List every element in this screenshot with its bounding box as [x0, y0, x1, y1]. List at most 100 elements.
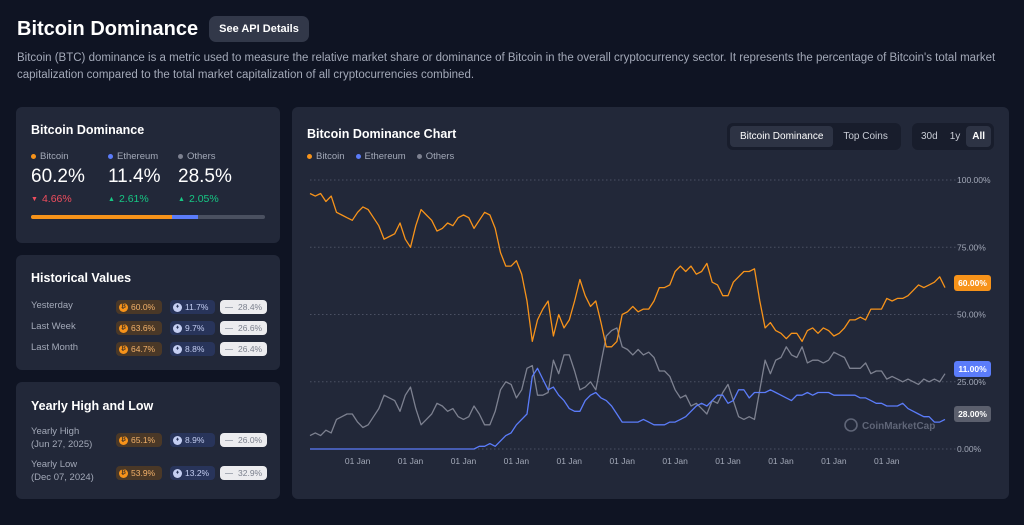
eth-dot-icon — [355, 154, 361, 159]
dominance-share-bar — [31, 215, 265, 219]
eth-value-pill: ♦ 11.7% — [170, 300, 215, 314]
pill-value: 26.0% — [238, 435, 263, 445]
x-tick-label: 01 Jan — [557, 456, 583, 466]
series-line-others — [309, 327, 946, 437]
pill-value: 32.9% — [238, 468, 263, 478]
tab-top-coins[interactable]: Top Coins — [843, 131, 888, 142]
legend-ethereum[interactable]: Ethereum — [355, 151, 406, 162]
see-api-details-button[interactable]: See API Details — [209, 16, 309, 42]
btc-value-pill: ₿ 53.9% — [116, 466, 162, 480]
yearly-low-text: Yearly Low — [31, 459, 78, 470]
eth-share-segment — [171, 215, 199, 219]
pill-value: 63.6% — [131, 323, 156, 333]
ethereum-icon: ♦ — [173, 323, 182, 333]
others-dash-icon: — — [225, 344, 233, 354]
eth-value-pill: ♦ 13.2% — [170, 466, 215, 480]
end-value-badge — [954, 361, 991, 377]
historical-values-card: Historical Values Yesterday ₿ 60.0% ♦ 11.7… — [16, 255, 280, 370]
ethereum-icon: ♦ — [173, 435, 182, 445]
btc-legend-label: Bitcoin — [40, 151, 69, 162]
y-tick-label: 100.00% — [957, 175, 991, 185]
range-30d-button[interactable]: 30d — [921, 131, 938, 142]
x-tick-label: 01 Jan — [874, 456, 900, 466]
others-value-pill: — 26.0% — [220, 433, 267, 447]
others-value-pill: — 28.4% — [220, 300, 267, 314]
x-tick-label: 01 Jan — [345, 456, 371, 466]
others-dash-icon: — — [225, 323, 233, 333]
legend-bitcoin[interactable]: Bitcoin — [307, 151, 345, 162]
pill-value: 8.9% — [185, 435, 205, 445]
legend-others[interactable]: Others — [416, 151, 455, 162]
btc-share-segment — [31, 215, 172, 219]
page-description: Bitcoin (BTC) dominance is a metric used… — [17, 52, 996, 81]
bitcoin-icon: ₿ — [119, 468, 128, 478]
x-tick-label: 01 Jan — [609, 456, 635, 466]
btc-value-pill: ₿ 60.0% — [116, 300, 162, 314]
end-value-label: 60.00% — [958, 278, 987, 288]
end-value-label: 11.00% — [958, 364, 987, 374]
others-legend-label: Others — [187, 151, 216, 162]
end-value-badge — [954, 406, 991, 422]
page-title: Bitcoin Dominance — [17, 17, 199, 40]
eth-dot-icon — [108, 154, 113, 159]
tab-bitcoin-dominance[interactable]: Bitcoin Dominance — [730, 126, 834, 147]
y-tick-label: 25.00% — [957, 377, 986, 387]
eth-legend-label: Ethereum — [117, 151, 159, 162]
others-legend: Others — [178, 151, 216, 162]
others-change-value: 2.05% — [188, 193, 219, 205]
pill-value: 53.9% — [131, 468, 156, 478]
pill-value: 13.2% — [185, 468, 210, 478]
dominance-line-chart[interactable]: 100.00% 75.00% 50.00% 25.00% 0.00% 01 Jan 01 J… — [292, 107, 1009, 499]
end-value-badge — [954, 275, 991, 291]
legend-ethereum-label: Ethereum — [364, 151, 406, 162]
others-dot-icon — [416, 154, 422, 159]
chart-range-toggle: 30d 1y All — [912, 123, 995, 150]
others-dot-icon — [178, 154, 183, 159]
ethereum-icon: ♦ — [173, 302, 182, 312]
pill-value: 64.7% — [131, 344, 156, 354]
pill-value: 26.4% — [238, 344, 263, 354]
x-tick-label: 01 Jan — [768, 456, 794, 466]
pill-value: 11.7% — [185, 302, 209, 312]
pill-value: 65.1% — [131, 435, 156, 445]
legend-others-label: Others — [425, 151, 455, 162]
dominance-card-title: Bitcoin Dominance — [31, 123, 145, 137]
x-tick-label: 01 Jan — [821, 456, 847, 466]
bitcoin-icon: ₿ — [119, 435, 128, 445]
ethereum-icon: ♦ — [173, 468, 182, 478]
coinmarketcap-watermark: CoinMarketCap — [862, 421, 935, 432]
range-all-button[interactable]: All — [966, 126, 992, 147]
yearly-high-date: (Jun 27, 2025) — [31, 439, 93, 450]
eth-dominance-value: 11.4% — [108, 166, 161, 187]
eth-value-pill: ♦ 9.7% — [170, 321, 215, 335]
btc-dominance-value: 60.2% — [31, 166, 85, 187]
btc-legend: Bitcoin — [31, 151, 69, 162]
y-tick-label: 50.00% — [957, 310, 986, 320]
bitcoin-icon: ₿ — [119, 344, 128, 354]
eth-value-pill: ♦ 8.9% — [170, 433, 215, 447]
caret-up-icon: ▲ — [108, 195, 115, 203]
others-change: ▲ 2.05% — [178, 193, 219, 205]
yearly-low-label: Yearly Low (Dec 07, 2024) — [31, 458, 94, 484]
historical-row-label: Yesterday — [31, 300, 73, 311]
chart-title: Bitcoin Dominance Chart — [307, 127, 457, 141]
btc-dot-icon — [307, 154, 312, 159]
others-dash-icon: — — [225, 468, 233, 478]
chart-legend: Bitcoin Ethereum Others — [307, 151, 465, 162]
page-header: Bitcoin Dominance See API Details — [17, 16, 309, 42]
pill-value: 60.0% — [131, 302, 156, 312]
btc-value-pill: ₿ 63.6% — [116, 321, 162, 335]
others-value-pill: — 32.9% — [220, 466, 267, 480]
eth-change-value: 2.61% — [118, 193, 149, 205]
series-line-ethereum — [310, 367, 946, 450]
caret-up-icon: ▲ — [178, 195, 185, 203]
series-line-bitcoin — [309, 192, 946, 348]
bitcoin-icon: ₿ — [119, 302, 128, 312]
pill-value: 26.6% — [238, 323, 263, 333]
others-value-pill: — 26.6% — [220, 321, 267, 335]
x-tick-label: 01 Jan — [398, 456, 424, 466]
others-dash-icon: — — [225, 435, 233, 445]
btc-value-pill: ₿ 64.7% — [116, 342, 162, 356]
range-1y-button[interactable]: 1y — [949, 131, 961, 142]
x-tick-label: 01 Jan — [662, 456, 688, 466]
